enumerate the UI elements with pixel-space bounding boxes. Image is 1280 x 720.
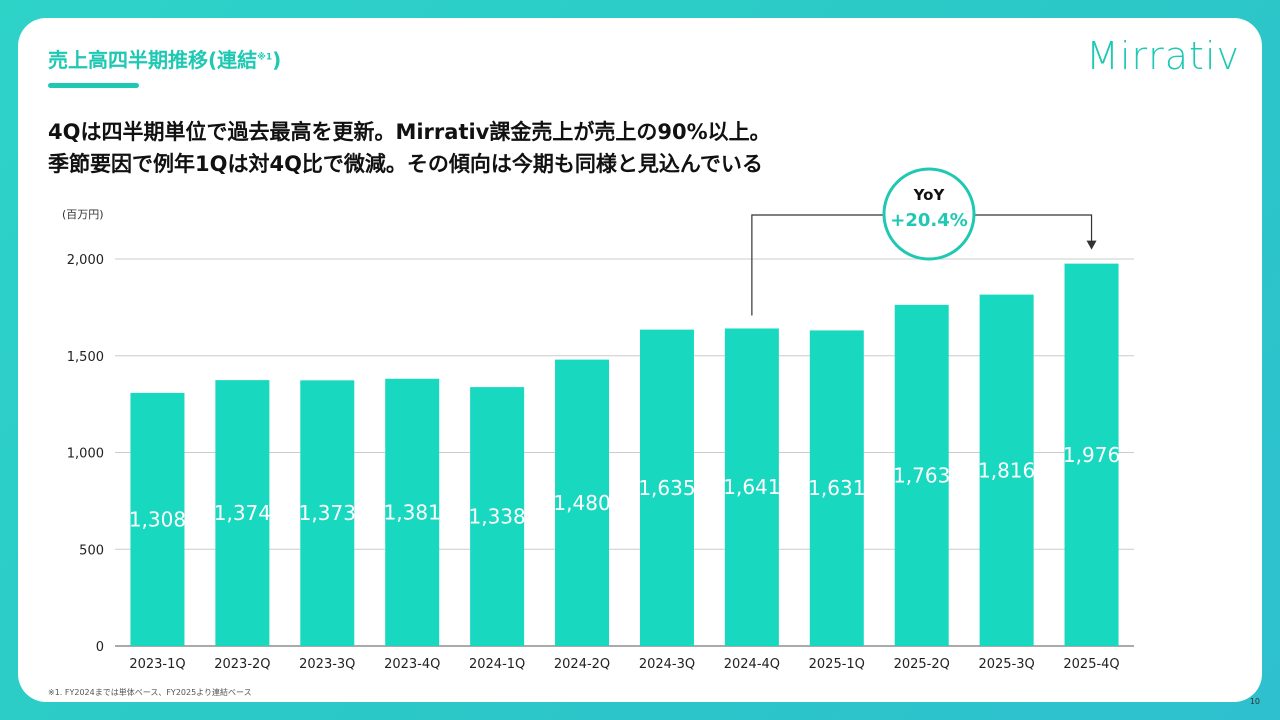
bar (894, 304, 949, 646)
x-tick-label: 2023-4Q (384, 657, 440, 672)
bar (470, 387, 525, 646)
bar-value-label: 1,763 (893, 463, 950, 487)
bar (1064, 263, 1119, 646)
bar-value-label: 1,635 (638, 476, 695, 500)
y-tick-label: 1,500 (67, 350, 104, 365)
bar (130, 392, 185, 646)
y-tick-label: 2,000 (67, 253, 104, 268)
bar-value-label: 1,338 (468, 505, 525, 529)
x-tick-label: 2025-2Q (894, 657, 950, 672)
x-tick-label: 2024-3Q (639, 657, 695, 672)
x-tick-label: 2024-2Q (554, 657, 610, 672)
x-tick-label: 2025-1Q (809, 657, 865, 672)
y-tick-label: 0 (96, 640, 104, 655)
bar (215, 380, 270, 646)
section-title-note: ※1 (257, 52, 273, 63)
x-tick-label: 2025-4Q (1063, 657, 1119, 672)
x-tick-label: 2024-1Q (469, 657, 525, 672)
y-tick-label: 1,000 (67, 447, 104, 462)
x-tick-label: 2023-3Q (299, 657, 355, 672)
yoy-badge-circle (882, 167, 976, 261)
bar (300, 380, 355, 646)
section-title-close: ) (272, 48, 282, 72)
bar-value-label: 1,480 (553, 491, 610, 515)
yoy-badge-value: +20.4% (890, 210, 968, 231)
headline-line-2: 季節要因で例年1Qは対4Q比で微減。その傾向は今期も同様と見込んでいる (48, 152, 763, 176)
title-underline (48, 83, 139, 88)
bar-value-label: 1,631 (808, 476, 865, 500)
yoy-arrowhead (1086, 240, 1097, 250)
bar-value-label: 1,976 (1063, 443, 1120, 467)
bar-value-label: 1,374 (214, 501, 271, 525)
bar (809, 330, 864, 646)
y-tick-label: 500 (79, 543, 104, 558)
section-title-text: 売上高四半期推移(連結 (48, 48, 258, 72)
bar (555, 359, 610, 646)
bar-value-label: 1,373 (299, 501, 356, 525)
bar-value-label: 1,381 (384, 500, 441, 524)
bar-value-label: 1,308 (129, 507, 186, 531)
headline-line-1: 4Qは四半期単位で過去最高を更新。Mirrativ課金売上が売上の90%以上。 (48, 120, 771, 144)
x-tick-label: 2024-4Q (724, 657, 780, 672)
y-axis-unit-label: (百万円) (62, 208, 104, 221)
footnote: ※1. FY2024までは単体ベース、FY2025より連結ベース (48, 688, 252, 697)
bar-value-label: 1,641 (723, 475, 780, 499)
bar (979, 294, 1034, 646)
bar (385, 378, 440, 646)
section-title: 売上高四半期推移(連結※1) (48, 44, 281, 73)
x-tick-label: 2023-2Q (214, 657, 270, 672)
page-number: 10 (1249, 697, 1260, 706)
bar-value-label: 1,816 (978, 458, 1035, 482)
mirrativ-logo: Mirrativ (1086, 34, 1240, 78)
x-tick-label: 2025-3Q (978, 657, 1034, 672)
x-tick-label: 2023-1Q (129, 657, 185, 672)
bar (639, 329, 694, 646)
yoy-badge-title: YoY (913, 186, 946, 204)
bar (724, 328, 779, 646)
